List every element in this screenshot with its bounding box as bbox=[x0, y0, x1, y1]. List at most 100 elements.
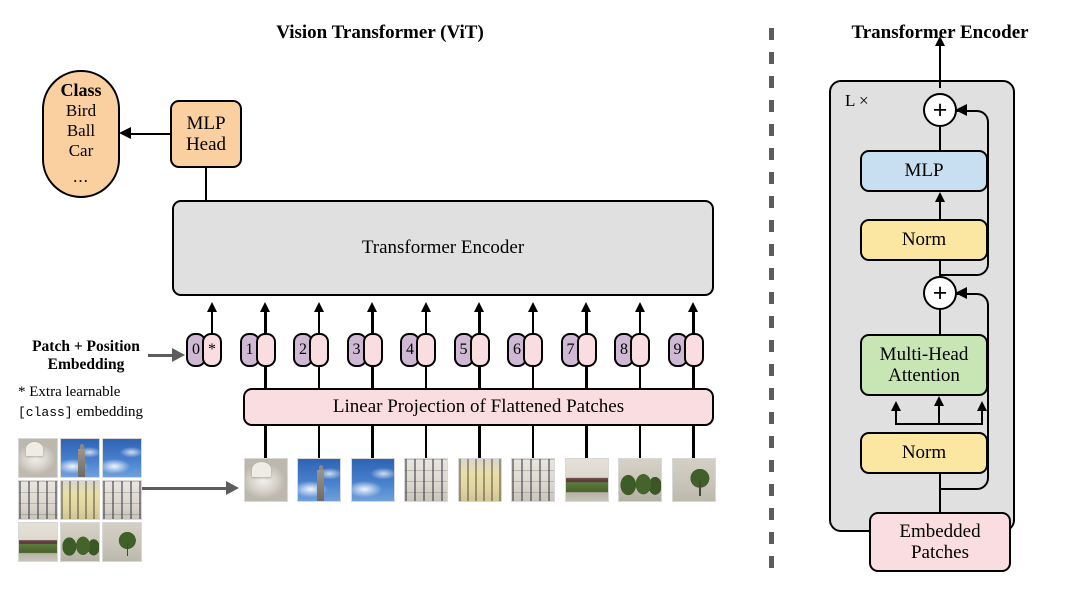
token-8-to-encoder-arrowhead bbox=[634, 302, 645, 312]
token-8-to-encoder-line bbox=[638, 312, 642, 334]
patch-embedding-7 bbox=[576, 333, 597, 367]
patch-embedding-9 bbox=[683, 333, 704, 367]
token-3: 3 bbox=[346, 333, 383, 367]
linear-projection-box: Linear Projection of Flattened Patches bbox=[243, 388, 714, 426]
class-item-car: Car bbox=[68, 140, 94, 160]
layer-repeat-label: L × bbox=[845, 91, 869, 110]
token-4-to-encoder-line bbox=[424, 312, 428, 334]
token-6: 6 bbox=[507, 333, 543, 367]
mlp-block: MLP bbox=[860, 150, 988, 192]
norm-block-bottom: Norm bbox=[860, 432, 988, 474]
panel-divider bbox=[769, 28, 774, 572]
token-3-to-encoder-line bbox=[371, 312, 374, 334]
class-box-ellipsis: ... bbox=[73, 166, 89, 186]
projection-to-token-5-line bbox=[478, 367, 481, 389]
transformer-encoder-label: Transformer Encoder bbox=[361, 237, 525, 259]
projection-to-token-6-line bbox=[531, 367, 535, 389]
embedding-label-arrowhead bbox=[172, 348, 185, 362]
token-6-to-encoder-arrowhead bbox=[527, 302, 538, 312]
patch-8-to-projection-line bbox=[638, 426, 642, 458]
mlp-head-stem bbox=[205, 168, 208, 200]
patch-2-to-projection-line bbox=[317, 426, 321, 458]
qkv-line-k bbox=[938, 404, 941, 424]
patch-embedding-8 bbox=[630, 333, 650, 367]
projection-to-token-2-line bbox=[317, 367, 321, 389]
embedding-label-line1: Patch + Position bbox=[32, 338, 140, 355]
norm-block-top: Norm bbox=[860, 219, 988, 261]
patch-embedding-3 bbox=[362, 333, 383, 367]
flattened-patch-5 bbox=[457, 458, 502, 502]
token-7-to-encoder-line bbox=[585, 312, 588, 334]
flattened-patch-2 bbox=[297, 458, 341, 502]
embedding-label-line2: Embedding bbox=[47, 356, 125, 374]
class-token-star: * bbox=[202, 333, 222, 367]
source-patch-r1-c3 bbox=[102, 438, 142, 478]
class-output-box: Class Bird Ball Car ... bbox=[42, 70, 120, 198]
patch-embedding-1 bbox=[255, 333, 276, 367]
token-2-to-encoder-line bbox=[317, 312, 321, 334]
residual-add-top: + bbox=[923, 93, 957, 127]
projection-to-token-9-line bbox=[692, 367, 695, 389]
embedded-patches-block: Embedded Patches bbox=[869, 512, 1011, 572]
residual-skip-path-mlp bbox=[939, 110, 989, 276]
embedded-patches-line2: Patches bbox=[910, 542, 970, 563]
footnote-embedding-word: embedding bbox=[72, 403, 144, 420]
residual-skip-path-attention bbox=[939, 293, 989, 490]
token-5-to-encoder-arrowhead bbox=[474, 302, 484, 312]
flattened-patch-6 bbox=[511, 458, 555, 502]
qkv-line-q bbox=[895, 410, 898, 424]
token-7: 7 bbox=[560, 333, 597, 367]
footnote-line1: * Extra learnable bbox=[18, 384, 121, 400]
footnote-line2: [class] embedding bbox=[18, 403, 143, 423]
source-patch-r2-c3 bbox=[102, 480, 142, 520]
mlp-to-add-line bbox=[939, 127, 942, 151]
token-1-to-encoder-arrowhead bbox=[260, 302, 270, 312]
norm-bottom-label: Norm bbox=[901, 442, 947, 464]
projection-to-token-3-line bbox=[371, 367, 374, 389]
attention-line1: Multi-Head bbox=[879, 343, 969, 365]
source-patch-r3-c2 bbox=[60, 522, 100, 562]
token-5-to-encoder-line bbox=[478, 312, 481, 334]
class-item-bird: Bird bbox=[65, 101, 97, 121]
qkv-arrowhead-k bbox=[933, 396, 944, 406]
norm-top-to-mlp-line bbox=[939, 200, 942, 220]
embedded-patches-line1: Embedded bbox=[899, 520, 981, 542]
residual-skip-attention-arrowhead bbox=[955, 286, 967, 299]
token-9-to-encoder-line bbox=[692, 312, 695, 334]
right-panel-title: Transformer Encoder bbox=[851, 22, 1029, 43]
flattened-patch-1 bbox=[243, 458, 288, 502]
embedding-label-arrow-line bbox=[148, 354, 174, 357]
source-patch-r2-c1 bbox=[18, 480, 58, 520]
mlp-head-to-class-line bbox=[126, 133, 170, 136]
class-box-header: Class bbox=[60, 80, 102, 101]
linear-projection-label: Linear Projection of Flattened Patches bbox=[332, 396, 625, 418]
encoder-output-arrowhead bbox=[934, 36, 945, 46]
patch-7-to-projection-line bbox=[585, 426, 588, 458]
patch-1-to-projection-line bbox=[264, 426, 267, 458]
flattened-patch-8 bbox=[618, 458, 662, 502]
source-patch-r1-c1 bbox=[18, 438, 58, 478]
token-0-to-encoder-arrowhead bbox=[206, 302, 217, 312]
attention-to-add-line bbox=[939, 310, 942, 335]
flattened-patch-4 bbox=[404, 458, 448, 502]
token-2-to-encoder-arrowhead bbox=[313, 302, 324, 312]
token-6-to-encoder-line bbox=[531, 312, 535, 334]
multi-head-attention-block: Multi-Head Attention bbox=[860, 334, 988, 396]
patch-9-to-projection-line bbox=[692, 426, 695, 458]
mlp-head-line1: MLP bbox=[186, 112, 226, 134]
grid-to-sequence-arrow-line bbox=[142, 487, 228, 490]
token-1-to-encoder-line bbox=[264, 312, 267, 334]
patch-6-to-projection-line bbox=[531, 426, 535, 458]
class-item-ball: Ball bbox=[66, 121, 96, 141]
token-0-to-encoder-line bbox=[210, 312, 214, 334]
token-9: 9 bbox=[667, 333, 704, 367]
source-patch-r1-c2 bbox=[60, 438, 100, 478]
token-9-to-encoder-arrowhead bbox=[688, 302, 698, 312]
patch-5-to-projection-line bbox=[478, 426, 481, 458]
qkv-line-v bbox=[981, 410, 984, 424]
mlp-head-box: MLP Head bbox=[170, 100, 242, 168]
left-panel-title: Vision Transformer (ViT) bbox=[276, 22, 484, 43]
qkv-bus-line bbox=[895, 423, 983, 426]
patch-embedding-5 bbox=[469, 333, 490, 367]
token-1: 1 bbox=[239, 333, 276, 367]
